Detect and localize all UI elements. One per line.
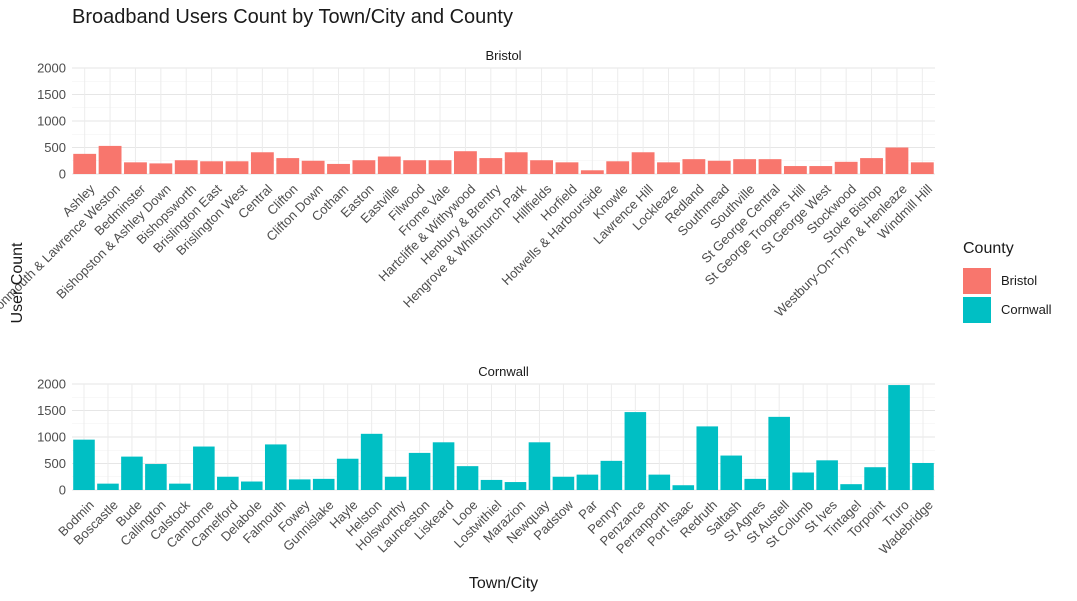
bar-bristol-hengrove-whitchurch-park [504, 152, 528, 174]
bar-cornwall-helston [360, 433, 383, 490]
bar-bristol-brislington-east [200, 161, 224, 174]
bar-cornwall-st-austell [768, 416, 790, 490]
bar-cornwall-launceston [408, 452, 431, 490]
y-tick-label-bristol: 1000 [37, 114, 66, 129]
bar-cornwall-penzance [624, 412, 647, 490]
y-tick-label-cornwall: 1500 [37, 403, 66, 418]
bar-cornwall-holsworthy [384, 476, 407, 490]
bar-bristol-redland [682, 159, 706, 174]
bar-cornwall-camborne [193, 446, 215, 490]
bar-cornwall-liskeard [432, 442, 455, 490]
legend-item-bristol: Bristol [963, 266, 1052, 295]
bar-bristol-st-george-west [809, 166, 833, 174]
bar-cornwall-calstock [169, 483, 191, 490]
bar-cornwall-newquay [528, 442, 551, 490]
bar-cornwall-par [576, 474, 599, 490]
bar-bristol-southmead [707, 160, 731, 174]
y-tick-label-bristol: 0 [59, 167, 66, 182]
bar-bristol-westbury-on-trym-henleaze [885, 147, 909, 174]
bar-cornwall-st-columb [792, 472, 814, 490]
facet-label-bristol: Bristol [485, 48, 521, 63]
y-tick-label-cornwall: 0 [59, 483, 66, 498]
bar-cornwall-camelford [217, 476, 239, 490]
bar-cornwall-st-ives [816, 460, 838, 490]
legend-label-cornwall: Cornwall [1001, 302, 1052, 317]
bar-bristol-bishopsworth [174, 160, 198, 174]
bar-bristol-stockwood [834, 161, 858, 174]
bar-cornwall-falmouth [264, 444, 287, 490]
bar-cornwall-truro [888, 385, 910, 490]
bar-bristol-hillfields [530, 160, 553, 174]
x-axis-title: Town/City [469, 575, 538, 592]
bar-bristol-hotwells-harbourside [580, 170, 604, 174]
bar-bristol-lawrence-hill [631, 152, 655, 174]
bar-bristol-eastville [377, 156, 401, 174]
legend-key-cornwall [963, 296, 991, 323]
bar-bristol-avonmouth-lawrence-weston [98, 145, 122, 174]
bar-bristol-bishopston-ashley-down [149, 163, 173, 174]
bar-cornwall-delabole [241, 481, 263, 490]
legend-key-bristol [963, 267, 991, 294]
bar-bristol-filwood [403, 160, 427, 174]
y-tick-label-bristol: 500 [44, 140, 66, 155]
bar-cornwall-fowey [288, 479, 311, 490]
bar-bristol-brislington-west [225, 161, 249, 174]
facet-label-cornwall: Cornwall [478, 364, 529, 379]
chart-title: Broadband Users Count by Town/City and C… [72, 6, 513, 28]
bar-cornwall-bodmin [73, 439, 95, 490]
bar-cornwall-lostwithiel [480, 479, 503, 490]
bar-cornwall-tintagel [840, 484, 862, 490]
bar-cornwall-hayle [336, 458, 359, 490]
bar-bristol-southville [733, 159, 757, 174]
bar-bristol-clifton-down [301, 160, 325, 174]
bar-bristol-windmill-hill [910, 162, 934, 174]
bar-cornwall-wadebridge [912, 462, 934, 490]
bar-bristol-central [250, 152, 274, 174]
bar-bristol-cotham [327, 163, 350, 174]
bar-bristol-bedminster [124, 162, 147, 174]
legend: County Bristol Cornwall [963, 240, 1052, 324]
bar-cornwall-bude [121, 456, 143, 490]
bar-bristol-henbury-brentry [479, 158, 503, 174]
legend-title: County [963, 240, 1014, 257]
bar-cornwall-redruth [696, 426, 719, 490]
y-axis-title: User Count [9, 242, 26, 323]
bar-cornwall-torpoint [864, 467, 886, 490]
bar-bristol-horfield [555, 162, 579, 174]
bar-cornwall-perranporth [648, 474, 671, 490]
y-tick-label-bristol: 1500 [37, 87, 66, 102]
bar-bristol-hartcliffe-withywood [454, 151, 477, 174]
y-tick-label-cornwall: 500 [44, 456, 66, 471]
bar-cornwall-port-isaac [672, 485, 695, 490]
bar-bristol-knowle [606, 161, 630, 174]
bar-cornwall-saltash [720, 455, 743, 490]
y-tick-label-cornwall: 2000 [37, 377, 66, 392]
bar-cornwall-st-agnes [744, 478, 766, 490]
bar-cornwall-padstow [552, 476, 575, 490]
bar-bristol-st-george-central [758, 159, 782, 174]
bar-bristol-lockleaze [657, 162, 680, 174]
bar-bristol-stoke-bishop [860, 158, 883, 174]
bar-cornwall-looe [456, 466, 479, 490]
bar-cornwall-marazion [504, 482, 527, 490]
bar-bristol-ashley [73, 153, 97, 174]
legend-label-bristol: Bristol [1001, 273, 1038, 288]
y-tick-label-cornwall: 1000 [37, 430, 66, 445]
bar-bristol-easton [352, 160, 376, 174]
bar-cornwall-gunnislake [312, 478, 335, 490]
bar-bristol-st-george-troopers-hill [783, 166, 807, 174]
bar-cornwall-penryn [600, 460, 623, 490]
bar-cornwall-boscastle [97, 483, 119, 490]
y-tick-label-bristol: 2000 [37, 61, 66, 76]
bar-bristol-frome-vale [428, 160, 452, 174]
bar-bristol-clifton [276, 158, 300, 174]
bar-cornwall-callington [145, 464, 167, 490]
legend-item-cornwall: Cornwall [963, 295, 1052, 324]
